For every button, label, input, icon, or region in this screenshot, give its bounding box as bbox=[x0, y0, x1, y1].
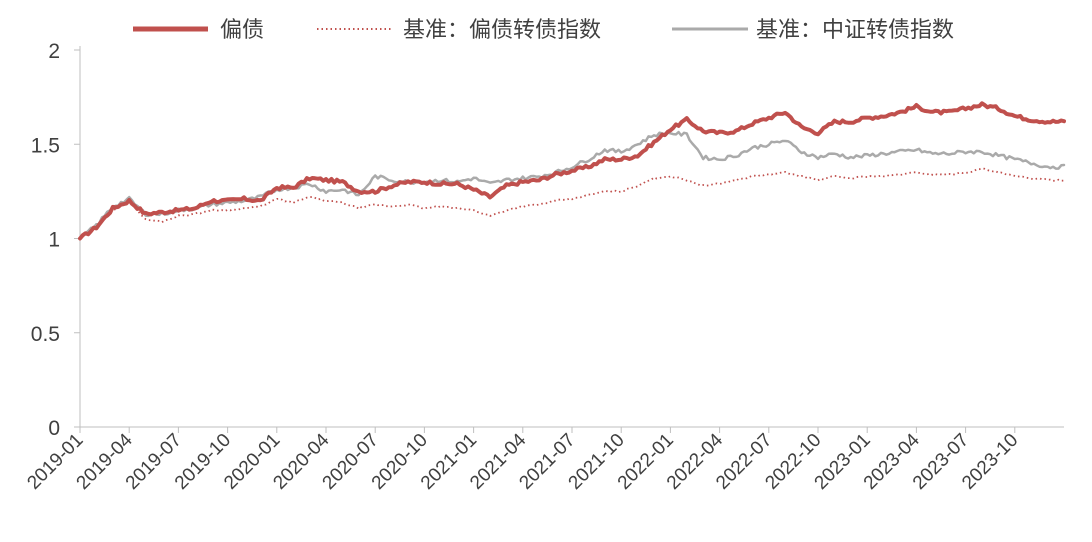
plot-area bbox=[78, 101, 1066, 241]
legend-item-2: 基准：偏债转债指数 bbox=[317, 17, 601, 42]
legend-label: 基准：中证转债指数 bbox=[756, 17, 954, 42]
series-line-3 bbox=[78, 130, 1066, 240]
y-tick-label: 1 bbox=[48, 229, 60, 252]
y-tick-label: 2 bbox=[48, 40, 60, 63]
legend-label: 基准：偏债转债指数 bbox=[403, 17, 601, 42]
y-tick-label: 1.5 bbox=[31, 134, 60, 157]
legend-label: 偏债 bbox=[220, 17, 264, 42]
series-line-2 bbox=[79, 167, 1065, 240]
y-tick-label: 0 bbox=[48, 417, 60, 440]
y-tick-label: 0.5 bbox=[31, 323, 60, 346]
legend-item-3: 基准：中证转债指数 bbox=[672, 17, 954, 42]
x-axis: 2019-012019-042019-072019-102020-012020-… bbox=[23, 426, 1064, 494]
legend: 偏债 基准：偏债转债指数 基准：中证转债指数 bbox=[133, 17, 954, 42]
y-axis: 0 0.5 1 1.5 2 bbox=[31, 40, 81, 440]
series-line-1 bbox=[78, 101, 1066, 241]
legend-item-1: 偏债 bbox=[133, 17, 264, 42]
